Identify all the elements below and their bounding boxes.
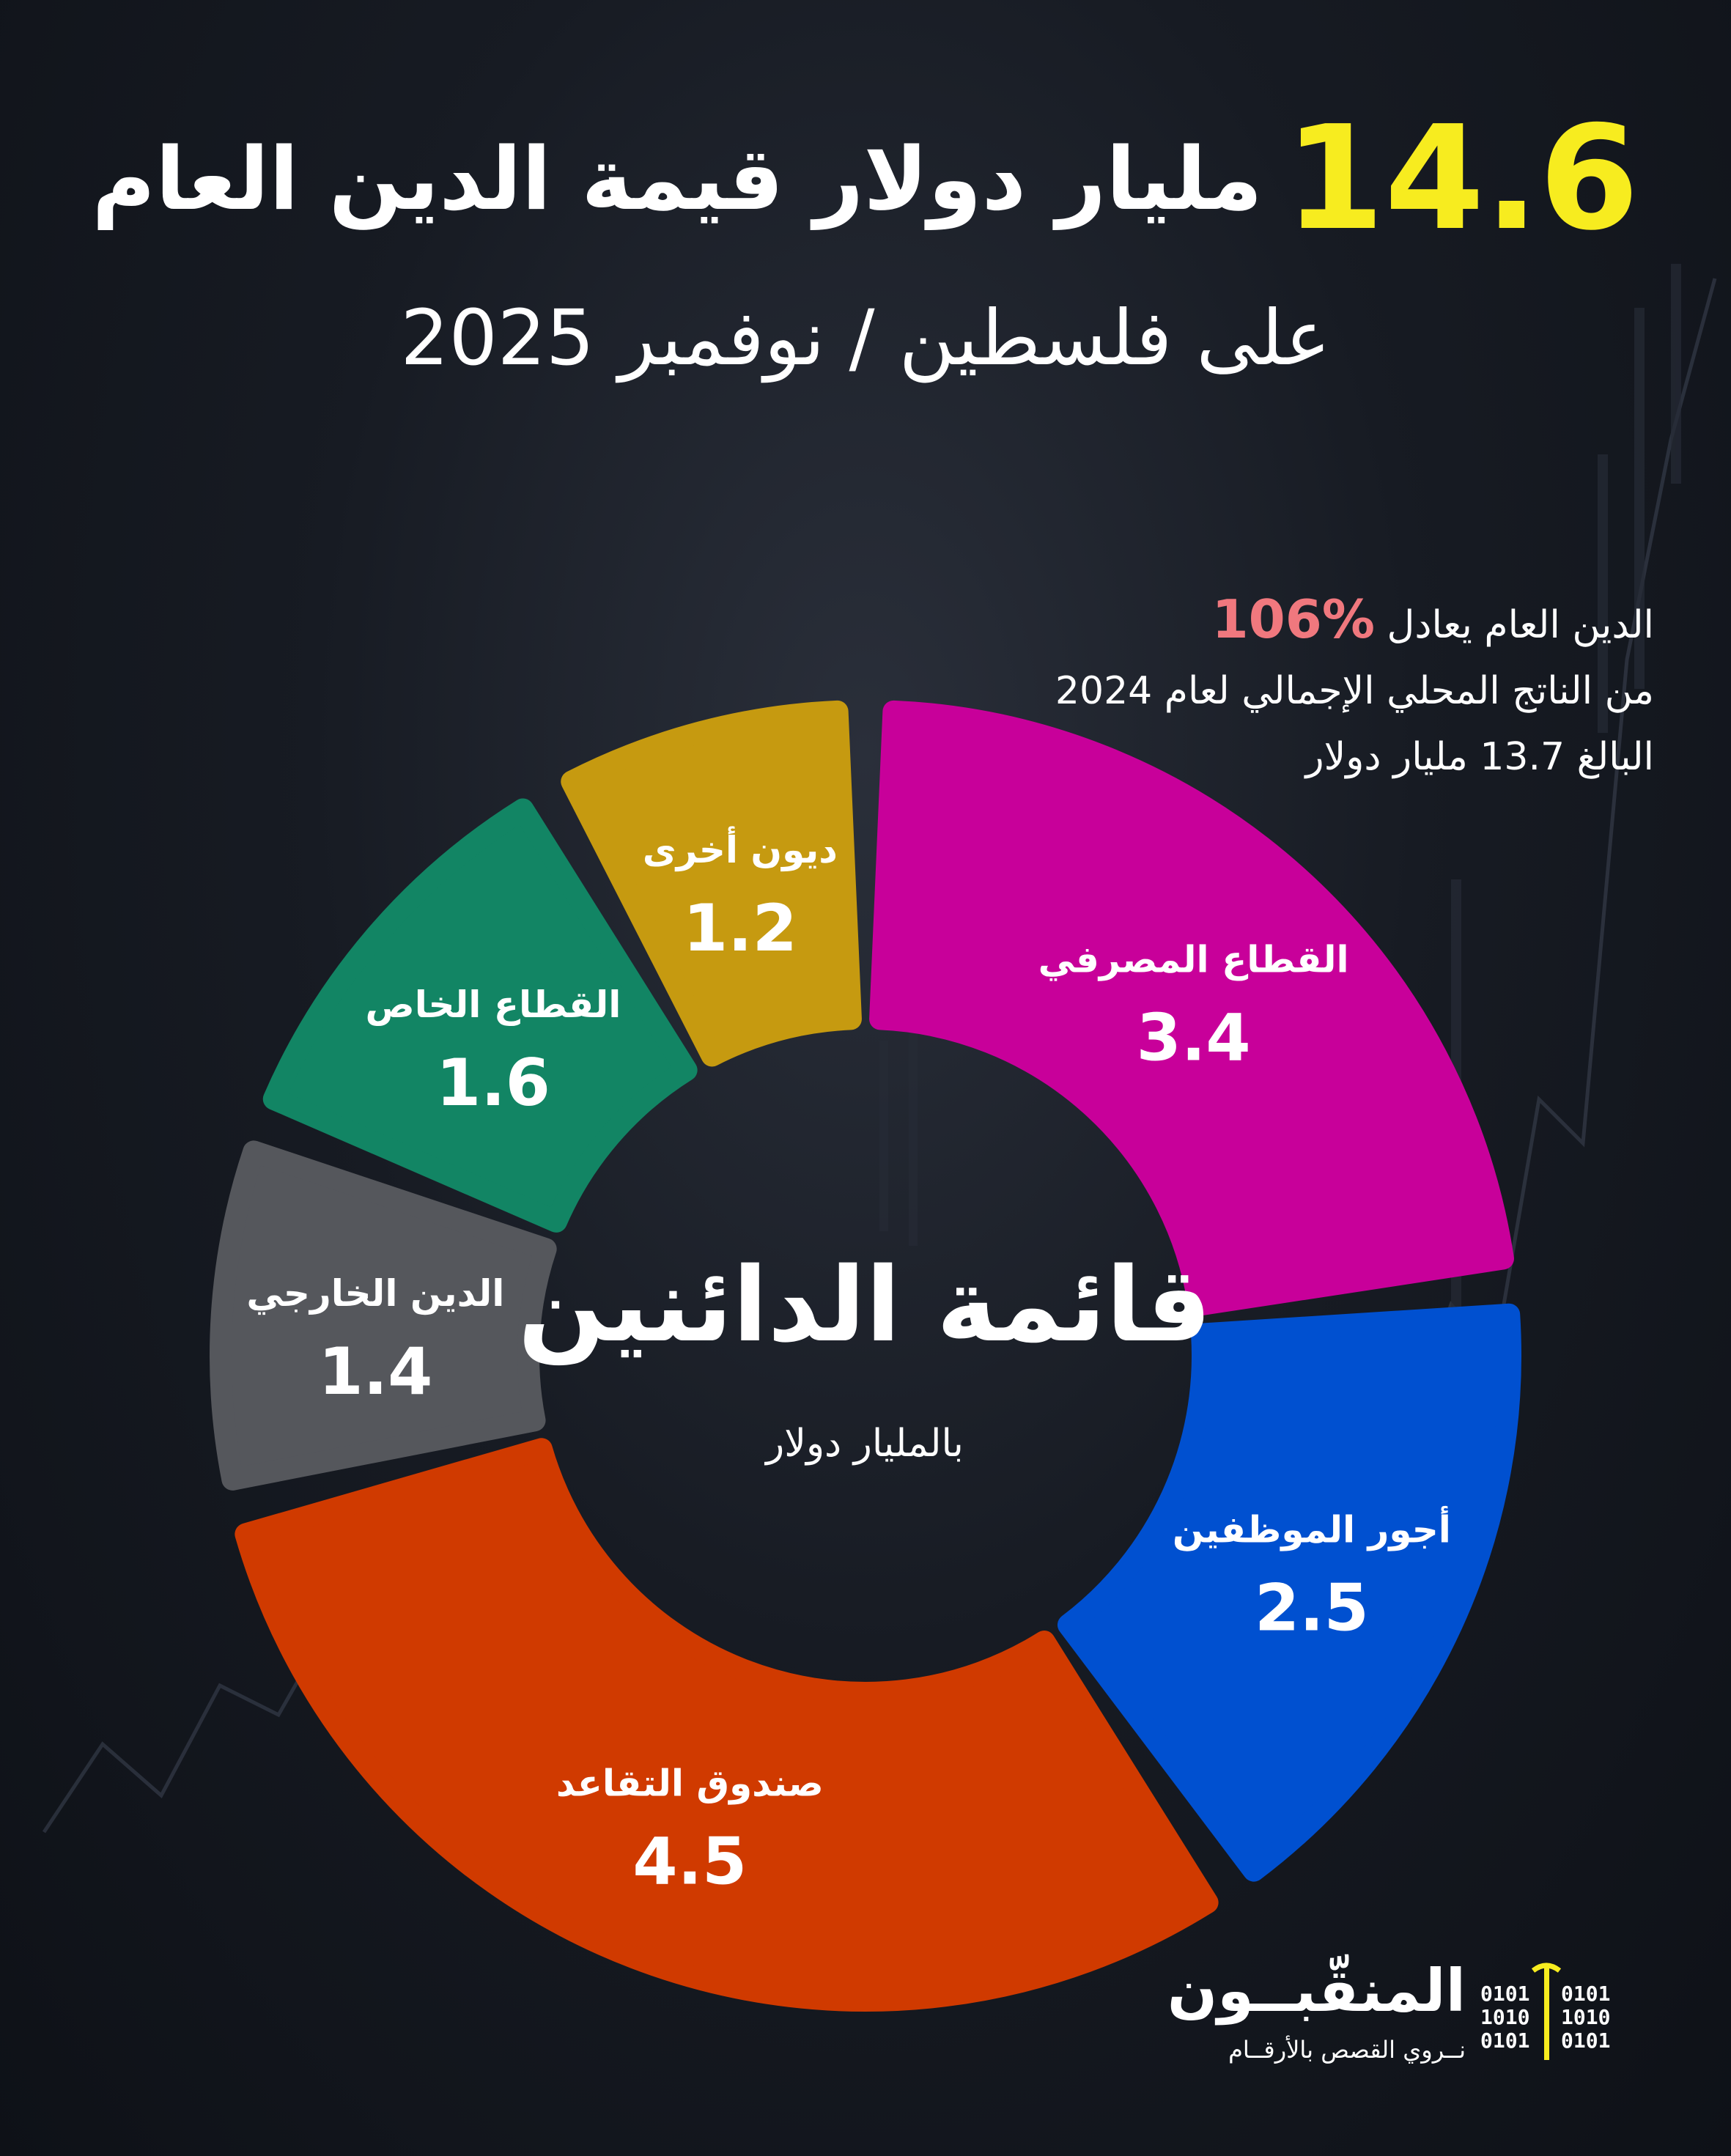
logo-binary-left-2: 1010 bbox=[1480, 2005, 1530, 2029]
donut-segment-6 bbox=[561, 700, 862, 1067]
logo-binary-left-1: 0101 bbox=[1480, 1982, 1530, 2006]
logo-binary-right-1: 0101 bbox=[1561, 1982, 1611, 2006]
logo-binary-right-2: 1010 bbox=[1561, 2005, 1611, 2029]
chart-center-title: قائمة الدائنين bbox=[517, 1246, 1212, 1365]
donut-segment-3 bbox=[235, 1438, 1219, 2012]
debt-total-value: 14.6 bbox=[1284, 95, 1642, 262]
segment-label-5: القطاع الخاص bbox=[365, 983, 621, 1026]
segment-label-2: أجور الموظفين bbox=[1173, 1506, 1451, 1552]
brand-footer: المنقّبــون نــروي القصص بالأرقــام 0101… bbox=[1167, 1957, 1612, 2067]
segment-value-3: 4.5 bbox=[632, 1824, 747, 1900]
info-line-2: من الناتج المحلي الإجمالي لعام 2024 bbox=[1055, 669, 1654, 713]
logo-binary-right-3: 0101 bbox=[1561, 2028, 1611, 2053]
brand-tagline: نــروي القصص بالأرقــام bbox=[1228, 2036, 1466, 2064]
segment-label-4: الدين الخارجي bbox=[246, 1272, 504, 1315]
chart-unit-label: بالمليار دولار bbox=[766, 1422, 964, 1466]
logo-binary-left-3: 0101 bbox=[1480, 2028, 1530, 2053]
donut-segment-1 bbox=[869, 700, 1514, 1316]
segment-label-3: صندوق التقاعد bbox=[556, 1762, 824, 1806]
brand-logo-icon: 0101 1010 0101 0101 1010 0101 bbox=[1480, 1960, 1612, 2063]
title-text: مليار دولار قيمة الدين العام bbox=[92, 128, 1263, 229]
segment-label-1: القطاع المصرفي bbox=[1038, 938, 1349, 981]
info-line-3: البالغ 13.7 مليار دولار bbox=[1305, 735, 1654, 779]
segment-value-5: 1.6 bbox=[436, 1045, 550, 1121]
donut-segment-2 bbox=[1057, 1303, 1521, 1882]
brand-name: المنقّبــون bbox=[1167, 1957, 1466, 2025]
info-line-1: الدين العام يعادل 106% bbox=[936, 586, 1654, 658]
donut-segment-4 bbox=[210, 1140, 557, 1491]
logo-binary-left: 0101 1010 0101 bbox=[1480, 1982, 1529, 2053]
segment-value-2: 2.5 bbox=[1255, 1570, 1369, 1646]
segment-label-6: ديون أخرى bbox=[643, 826, 838, 872]
segment-value-6: 1.2 bbox=[683, 890, 797, 966]
main-title: 14.6مليار دولار قيمة الدين العام bbox=[0, 95, 1731, 262]
donut-segment-5 bbox=[262, 798, 698, 1233]
segment-value-1: 3.4 bbox=[1137, 1000, 1251, 1075]
logo-binary-right: 0101 1010 0101 bbox=[1561, 1982, 1610, 2053]
debt-gdp-percent: 106% bbox=[1211, 588, 1375, 650]
subtitle: على فلسطين / نوفمبر 2025 bbox=[400, 293, 1331, 383]
segment-value-4: 1.4 bbox=[318, 1334, 432, 1409]
pickaxe-icon bbox=[1532, 1963, 1561, 2060]
debt-gdp-info: الدين العام يعادل 106% من الناتج المحلي … bbox=[936, 586, 1654, 790]
info-line-1-text: الدين العام يعادل bbox=[1387, 603, 1654, 647]
